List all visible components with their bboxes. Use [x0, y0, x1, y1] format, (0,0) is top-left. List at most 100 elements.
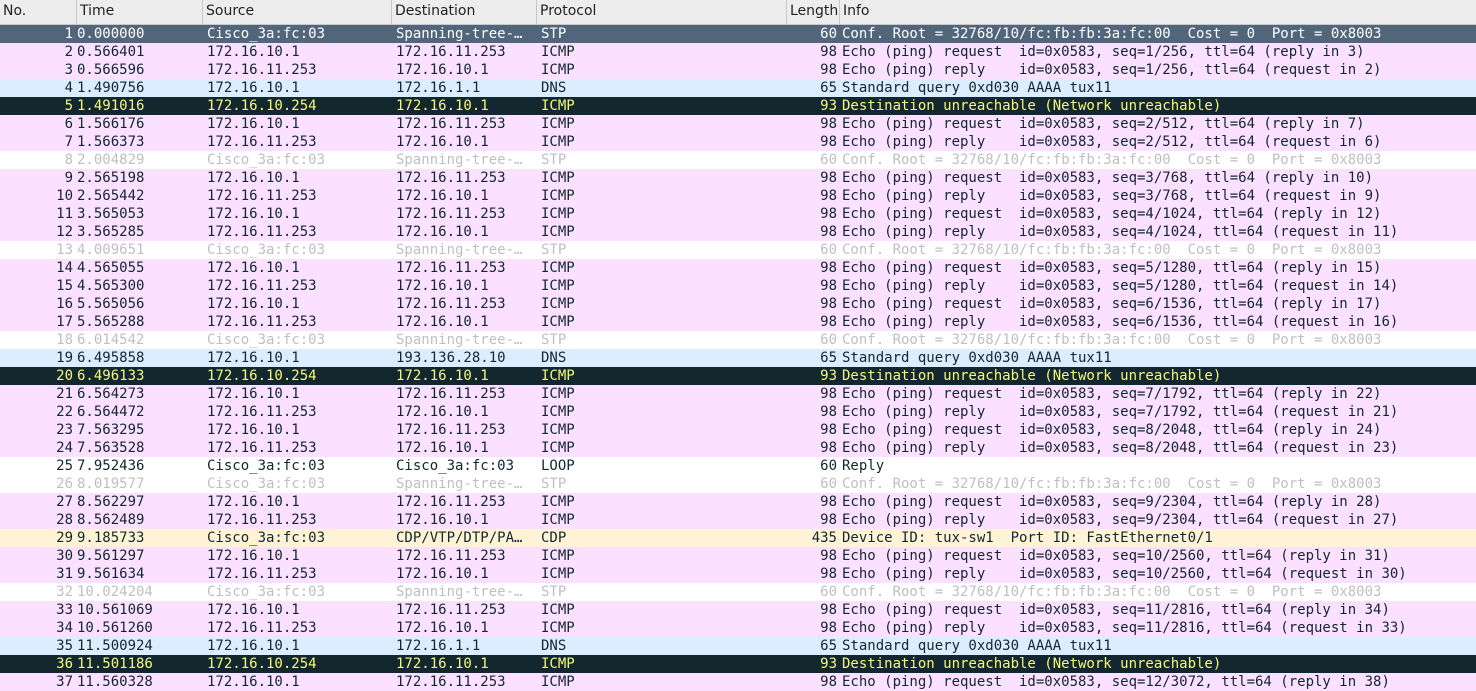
packet-protocol: ICMP — [541, 422, 575, 438]
packet-info: Echo (ping) request id=0x0583, seq=11/28… — [842, 602, 1390, 618]
packet-row[interactable]: 34 10.561260 172.16.11.253 172.16.10.1 ICMP 9… — [0, 619, 1476, 637]
packet-time: 8.019577 — [77, 476, 145, 492]
column-header-time[interactable]: Time — [77, 0, 203, 24]
packet-destination: 172.16.11.253 — [396, 422, 506, 438]
packet-row[interactable]: 14 4.565055 172.16.10.1 172.16.11.253 ICMP 98… — [0, 259, 1476, 277]
packet-source: 172.16.11.253 — [207, 224, 317, 240]
column-header-info[interactable]: Info — [843, 3, 870, 19]
packet-source: 172.16.11.253 — [207, 620, 317, 636]
packet-length: 98 — [820, 170, 837, 186]
packet-row[interactable]: 28 8.562489 172.16.11.253 172.16.10.1 ICMP 98… — [0, 511, 1476, 529]
packet-time: 6.564472 — [77, 404, 145, 420]
packet-destination: 172.16.10.1 — [396, 134, 489, 150]
column-header-length[interactable]: Length — [787, 0, 840, 24]
packet-time: 6.014542 — [77, 332, 145, 348]
packet-info: Conf. Root = 32768/10/fc:fb:fb:3a:fc:00 … — [842, 476, 1382, 492]
packet-length: 98 — [820, 296, 837, 312]
packet-source: Cisco_3a:fc:03 — [207, 476, 326, 492]
packet-info: Standard query 0xd030 AAAA tux11 — [842, 638, 1112, 654]
packet-protocol: ICMP — [541, 188, 575, 204]
packet-length: 65 — [820, 350, 837, 366]
packet-info: Destination unreachable (Network unreach… — [842, 656, 1222, 672]
packet-row[interactable]: 7 1.566373 172.16.11.253 172.16.10.1 ICMP 98 E… — [0, 133, 1476, 151]
packet-no: 4 — [64, 80, 73, 96]
packet-info: Reply — [842, 458, 885, 474]
packet-row[interactable]: 36 11.501186 172.16.10.254 172.16.10.1 ICMP 9… — [0, 655, 1476, 673]
packet-protocol: ICMP — [541, 224, 575, 240]
packet-destination: 172.16.11.253 — [396, 296, 506, 312]
packet-row[interactable]: 17 5.565288 172.16.11.253 172.16.10.1 ICMP 98… — [0, 313, 1476, 331]
column-header-source[interactable]: Source — [203, 0, 392, 24]
packet-row[interactable]: 30 9.561297 172.16.10.1 172.16.11.253 ICMP 98… — [0, 547, 1476, 565]
packet-no: 11 — [56, 206, 73, 222]
packet-row[interactable]: 18 6.014542 Cisco_3a:fc:03 Spanning-tree-… S… — [0, 331, 1476, 349]
packet-time: 9.185733 — [77, 530, 145, 546]
packet-row[interactable]: 20 6.496133 172.16.10.254 172.16.10.1 ICMP 93… — [0, 367, 1476, 385]
packet-protocol: ICMP — [541, 566, 575, 582]
packet-row[interactable]: 1 0.000000 Cisco_3a:fc:03 Spanning-tree-… ST… — [0, 25, 1476, 43]
packet-no: 30 — [56, 548, 73, 564]
packet-protocol: ICMP — [541, 170, 575, 186]
packet-row[interactable]: 31 9.561634 172.16.11.253 172.16.10.1 ICMP 98… — [0, 565, 1476, 583]
packet-row[interactable]: 24 7.563528 172.16.11.253 172.16.10.1 ICMP 98… — [0, 439, 1476, 457]
column-header-no[interactable]: No. — [0, 0, 77, 24]
packet-row[interactable]: 33 10.561069 172.16.10.1 172.16.11.253 ICMP 9… — [0, 601, 1476, 619]
packet-length: 98 — [820, 566, 837, 582]
packet-row[interactable]: 4 1.490756 172.16.10.1 172.16.1.1 DNS 65 Stand… — [0, 79, 1476, 97]
packet-row[interactable]: 8 2.004829 Cisco_3a:fc:03 Spanning-tree-… ST… — [0, 151, 1476, 169]
packet-time: 8.562489 — [77, 512, 145, 528]
packet-row[interactable]: 16 5.565056 172.16.10.1 172.16.11.253 ICMP 98… — [0, 295, 1476, 313]
packet-row[interactable]: 27 8.562297 172.16.10.1 172.16.11.253 ICMP 98… — [0, 493, 1476, 511]
packet-row[interactable]: 35 11.500924 172.16.10.1 172.16.1.1 DNS 65 Sta… — [0, 637, 1476, 655]
packet-info: Echo (ping) request id=0x0583, seq=1/256… — [842, 44, 1365, 60]
packet-row[interactable]: 25 7.952436 Cisco_3a:fc:03 Cisco_3a:fc:03 LO… — [0, 457, 1476, 475]
packet-destination: 172.16.11.253 — [396, 494, 506, 510]
packet-row[interactable]: 5 1.491016 172.16.10.254 172.16.10.1 ICMP 93 D… — [0, 97, 1476, 115]
packet-row[interactable]: 29 9.185733 Cisco_3a:fc:03 CDP/VTP/DTP/PA… C… — [0, 529, 1476, 547]
packet-row[interactable]: 10 2.565442 172.16.11.253 172.16.10.1 ICMP 98… — [0, 187, 1476, 205]
packet-no: 35 — [56, 638, 73, 654]
packet-row[interactable]: 3 0.566596 172.16.11.253 172.16.10.1 ICMP 98 E… — [0, 61, 1476, 79]
packet-destination: Spanning-tree-… — [396, 584, 523, 600]
packet-no: 26 — [56, 476, 73, 492]
packet-row[interactable]: 32 10.024204 Cisco_3a:fc:03 Spanning-tree-…… — [0, 583, 1476, 601]
packet-row[interactable]: 37 11.560328 172.16.10.1 172.16.11.253 ICMP 9… — [0, 673, 1476, 691]
packet-length: 98 — [820, 260, 837, 276]
packet-no: 21 — [56, 386, 73, 402]
packet-info: Echo (ping) reply id=0x0583, seq=1/256, … — [842, 62, 1382, 78]
packet-row[interactable]: 9 2.565198 172.16.10.1 172.16.11.253 ICMP 98 E… — [0, 169, 1476, 187]
packet-time: 9.561297 — [77, 548, 145, 564]
packet-row[interactable]: 23 7.563295 172.16.10.1 172.16.11.253 ICMP 98… — [0, 421, 1476, 439]
packet-time: 2.565198 — [77, 170, 145, 186]
packet-destination: 172.16.11.253 — [396, 674, 506, 690]
packet-row[interactable]: 2 0.566401 172.16.10.1 172.16.11.253 ICMP 98 E… — [0, 43, 1476, 61]
packet-row[interactable]: 11 3.565053 172.16.10.1 172.16.11.253 ICMP 98… — [0, 205, 1476, 223]
packet-destination: 172.16.11.253 — [396, 260, 506, 276]
packet-destination: 172.16.11.253 — [396, 116, 506, 132]
packet-protocol: ICMP — [541, 314, 575, 330]
packet-destination: 172.16.11.253 — [396, 44, 506, 60]
packet-no: 25 — [56, 458, 73, 474]
packet-info: Echo (ping) reply id=0x0583, seq=8/2048,… — [842, 440, 1399, 456]
packet-time: 5.565288 — [77, 314, 145, 330]
packet-protocol: DNS — [541, 638, 567, 654]
column-header-destination[interactable]: Destination — [392, 0, 537, 24]
packet-length: 98 — [820, 224, 837, 240]
column-header-protocol[interactable]: Protocol — [537, 0, 787, 24]
packet-row[interactable]: 15 4.565300 172.16.11.253 172.16.10.1 ICMP 98… — [0, 277, 1476, 295]
packet-row[interactable]: 22 6.564472 172.16.11.253 172.16.10.1 ICMP 98… — [0, 403, 1476, 421]
packet-row[interactable]: 13 4.009651 Cisco_3a:fc:03 Spanning-tree-… S… — [0, 241, 1476, 259]
packet-row[interactable]: 19 6.495858 172.16.10.1 193.136.28.10 DNS 65 S… — [0, 349, 1476, 367]
packet-source: 172.16.10.254 — [207, 368, 317, 384]
packet-row[interactable]: 6 1.566176 172.16.10.1 172.16.11.253 ICMP 98 E… — [0, 115, 1476, 133]
packet-destination: 172.16.11.253 — [396, 170, 506, 186]
packet-row[interactable]: 26 8.019577 Cisco_3a:fc:03 Spanning-tree-… S… — [0, 475, 1476, 493]
packet-protocol: LOOP — [541, 458, 575, 474]
packet-length: 98 — [820, 188, 837, 204]
packet-no: 37 — [56, 674, 73, 690]
packet-row[interactable]: 12 3.565285 172.16.11.253 172.16.10.1 ICMP 98… — [0, 223, 1476, 241]
packet-no: 28 — [56, 512, 73, 528]
packet-row[interactable]: 21 6.564273 172.16.10.1 172.16.11.253 ICMP 98… — [0, 385, 1476, 403]
packet-destination: 172.16.10.1 — [396, 98, 489, 114]
